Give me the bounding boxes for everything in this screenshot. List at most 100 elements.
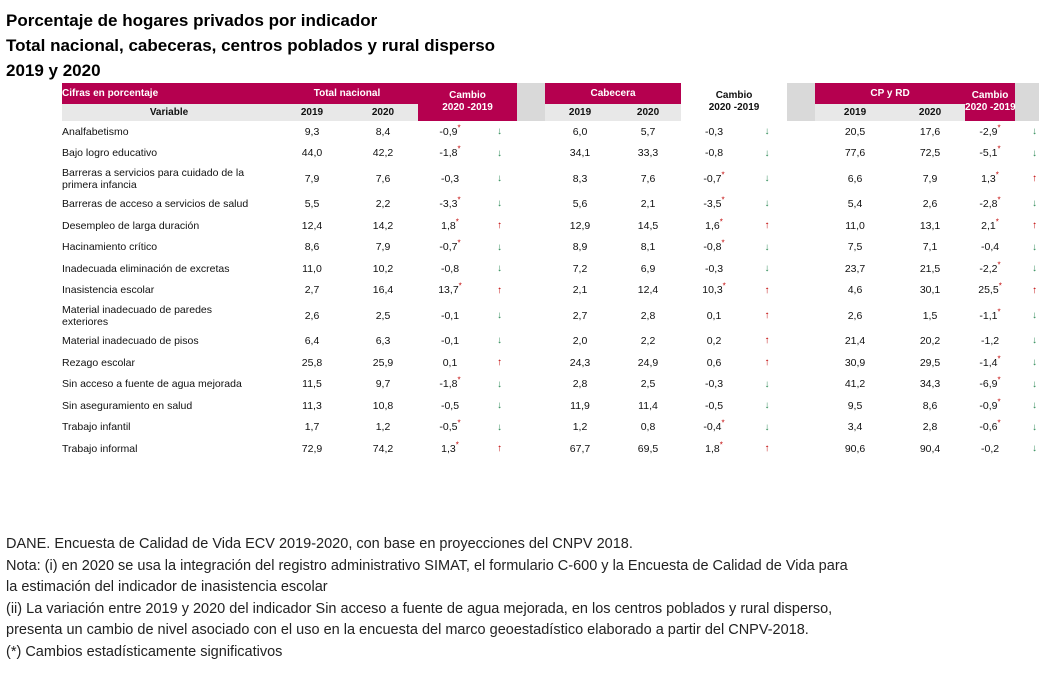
cab-change-value: 0,1 <box>706 309 722 322</box>
cab-2020-value: 0,8 <box>640 421 656 434</box>
spacer <box>787 438 816 460</box>
spacer <box>787 257 816 280</box>
tn-2019-value: 2,7 <box>304 284 320 297</box>
variable-name: Sin aseguramiento en salud <box>62 399 193 412</box>
cab-2019-value: 12,9 <box>569 219 591 232</box>
significance-star: * <box>721 418 725 428</box>
spacer <box>787 373 816 395</box>
tn-trend-arrow-icon: ↓ <box>497 241 502 253</box>
variable-name: Trabajo informal <box>62 442 138 455</box>
cprd-2020-value: 34,3 <box>919 378 941 391</box>
cab-change-value: 1,8* <box>705 440 723 455</box>
cprd-change-value: -0,2 <box>980 442 1000 455</box>
cprd-2020-value: 7,1 <box>922 241 938 254</box>
note-i: Nota: (i) en 2020 se usa la integración … <box>6 557 848 574</box>
cprd-2019-value: 4,6 <box>847 284 863 297</box>
year-2019-header: 2019 <box>276 104 348 121</box>
tn-change-value: -1,8* <box>439 375 461 391</box>
table-row: Trabajo infantil 1,7 1,2 -0,5* ↓ 1,2 0,8 -0,4* ↓… <box>62 416 1039 439</box>
cprd-2019-value: 2,6 <box>847 309 863 322</box>
cifras-header: Cifras en porcentaje <box>62 83 276 104</box>
significance-star: * <box>998 281 1002 291</box>
variable-name: Rezago escolar <box>62 356 135 369</box>
spacer <box>517 121 546 143</box>
cab-2019-value: 34,1 <box>569 147 591 160</box>
tn-2019-value: 5,5 <box>304 197 320 210</box>
cab-trend-arrow-icon: ↓ <box>764 147 770 159</box>
cab-2020-value: 24,9 <box>637 356 659 369</box>
cab-change-value: 10,3* <box>702 281 726 297</box>
significance-star: * <box>995 217 999 227</box>
tn-change-value: -0,7* <box>439 238 461 254</box>
spacer <box>517 351 546 374</box>
tn-2019-value: 11,0 <box>302 262 322 275</box>
cprd-change-value: -0,4 <box>980 241 1000 254</box>
title-line-1: Porcentaje de hogares privados por indic… <box>6 11 378 30</box>
cprd-2020-value: 29,5 <box>919 356 941 369</box>
variable-name: Trabajo infantil <box>62 421 131 434</box>
tn-change-value: -1,8* <box>439 144 461 160</box>
tn-2019-value: 44,0 <box>301 147 323 160</box>
table-row: Bajo logro educativo 44,0 42,2 -1,8* ↓ 34,1 33… <box>62 142 1039 165</box>
significance-star: * <box>997 144 1001 154</box>
note-significance: (*) Cambios estadísticamente significati… <box>6 643 283 660</box>
tn-trend-arrow-icon: ↓ <box>497 400 502 412</box>
significance-star: * <box>457 238 461 248</box>
cab-2019-value: 2,7 <box>572 309 588 322</box>
cprd-2019-value: 3,4 <box>847 421 863 434</box>
spacer <box>517 330 546 352</box>
tn-2020-value: 7,6 <box>375 172 391 185</box>
cab-2019-value: 2,1 <box>572 284 588 297</box>
spacer <box>517 301 546 331</box>
tn-change-value: -0,1 <box>440 334 460 347</box>
tn-2019-value: 72,9 <box>301 442 323 455</box>
tn-2020-value: 2,2 <box>375 197 391 210</box>
tn-change-value: -0,8 <box>440 262 460 275</box>
gray-spacer <box>787 83 816 121</box>
cab-trend-arrow-icon: ↓ <box>764 263 770 275</box>
table-row: Barreras de acceso a servicios de salud 5… <box>62 193 1039 215</box>
cprd-2019-value: 77,6 <box>844 147 866 160</box>
tn-trend-arrow-icon: ↑ <box>497 357 502 369</box>
cprd-trend-arrow-icon: ↑ <box>1032 173 1038 185</box>
tn-change-value: -3,3* <box>439 195 461 210</box>
spacer <box>787 142 816 165</box>
cab-change-value: -0,3 <box>704 125 724 138</box>
cprd-change-value: 1,3* <box>981 170 999 185</box>
cprd-2020-value: 8,6 <box>922 399 938 412</box>
spacer <box>517 279 546 302</box>
cab-2020-value: 14,5 <box>637 219 659 232</box>
significance-star: * <box>719 440 723 450</box>
table-row: Rezago escolar 25,8 25,9 0,1 ↑ 24,3 24,9 0,6 ↑ 30… <box>62 351 1039 374</box>
cab-2020-value: 2,5 <box>640 378 656 391</box>
cprd-2020-value: 30,1 <box>919 284 941 297</box>
variable-name: Inasistencia escolar <box>62 284 155 297</box>
cab-trend-arrow-icon: ↓ <box>764 241 770 253</box>
title-line-3: 2019 y 2020 <box>6 61 101 80</box>
table-row: Desempleo de larga duración 12,4 14,2 1,8* ↑… <box>62 214 1039 237</box>
cab-change-value: -0,7* <box>703 170 725 185</box>
tn-trend-arrow-icon: ↓ <box>497 378 502 390</box>
tn-2020-value: 8,4 <box>375 125 391 138</box>
significance-star: * <box>457 375 461 385</box>
variable-header: Variable <box>62 104 276 121</box>
total-nacional-header: Total nacional <box>276 83 418 104</box>
tn-2019-value: 8,6 <box>304 241 320 254</box>
cprd-2020-value: 17,6 <box>919 125 941 138</box>
tn-change-value: -0,3 <box>440 172 460 185</box>
year-2020-header: 2020 <box>615 104 682 121</box>
year-2020-header: 2020 <box>348 104 418 121</box>
cambio-header-cab: Cambio 2020 -2019 <box>681 83 788 121</box>
cprd-change-value: 25,5* <box>978 281 1002 297</box>
cab-trend-arrow-icon: ↑ <box>764 357 770 369</box>
cab-2020-value: 7,6 <box>640 172 656 185</box>
cab-2019-value: 2,8 <box>572 378 588 391</box>
variable-name: Material inadecuado de paredes exteriores <box>62 303 213 328</box>
tn-trend-arrow-icon: ↓ <box>497 263 502 275</box>
cab-trend-arrow-icon: ↓ <box>764 378 770 390</box>
cprd-2020-value: 20,2 <box>919 334 941 347</box>
cab-change-value: 1,6* <box>705 217 723 232</box>
tn-trend-arrow-icon: ↓ <box>497 421 502 433</box>
variable-name: Inadecuada eliminación de excretas <box>62 262 230 275</box>
cprd-2020-value: 2,6 <box>922 197 938 210</box>
